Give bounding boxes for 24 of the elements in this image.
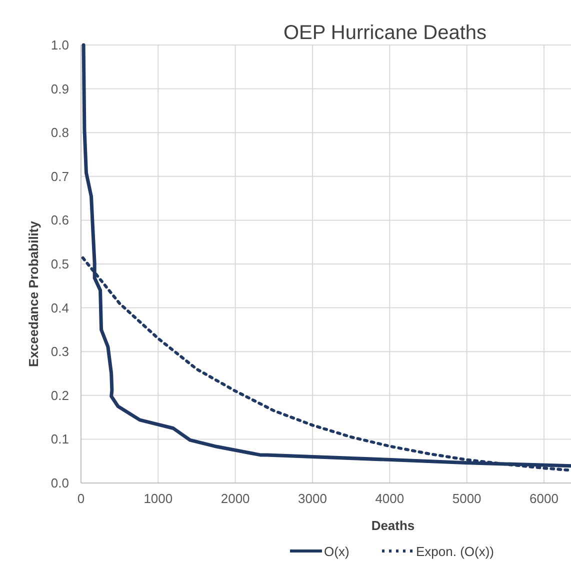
y-tick-label: 0.3 [50,344,69,360]
y-tick-label: 1.0 [50,38,69,52]
y-tick-label: 0.5 [50,256,69,272]
y-tick-label: 0.0 [50,476,69,490]
y-axis-title: Exceedance Probability [26,220,41,367]
x-tick-label: 4000 [375,491,404,506]
y-tick-label: 0.2 [50,388,69,403]
x-tick-label: 5000 [452,491,482,506]
x-tick-label: 0 [77,491,85,506]
chart-title: OEP Hurricane Deaths [283,22,487,44]
x-tick-label: 1000 [144,491,173,506]
x-tick-label: 2000 [220,491,250,506]
x-tick-label: 3000 [298,491,327,506]
x-tick-label: 6000 [530,491,558,506]
y-tick-label: 0.6 [50,212,69,228]
line-series [82,43,571,468]
y-tick-label: 0.4 [50,300,69,316]
legend-label: O(x) [324,544,350,559]
y-tick-label: 0.8 [50,125,69,140]
y-tick-label: 0.1 [50,432,69,447]
legend-label: Expon. (O(x)) [416,544,494,559]
y-tick-label: 0.7 [50,168,69,184]
x-axis-title: Deaths [371,518,415,533]
y-tick-label: 0.9 [50,81,69,96]
